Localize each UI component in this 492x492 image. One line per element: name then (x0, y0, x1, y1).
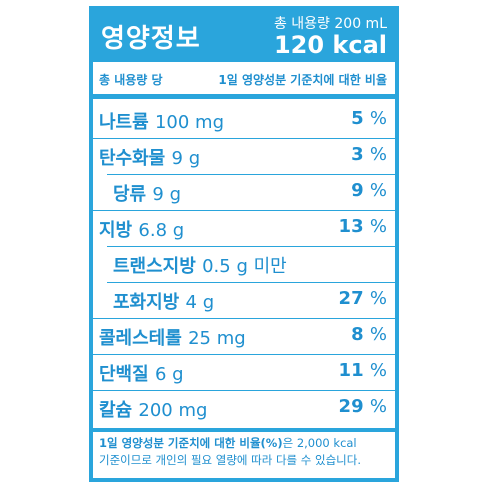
nutrient-amount: 100 mg (154, 112, 225, 133)
nutrient-name: 포화지방 4 g (113, 288, 214, 314)
nutrient-percent: 3 % (351, 144, 387, 165)
row-divider (107, 246, 395, 247)
nutrient-row: 탄수화물 9 g 3 % (93, 140, 395, 170)
nutrient-label: 나트륨 (99, 112, 149, 133)
nutrient-label: 지방 (99, 220, 133, 241)
nutrient-row: 나트륨 100 mg 5 % (93, 104, 395, 134)
percent-unit: % (369, 180, 387, 201)
percent-unit: % (369, 216, 387, 237)
nutrient-amount: 200 mg (138, 400, 208, 421)
per-serving-label: 총 내용량 당 (99, 73, 163, 87)
nutrient-amount: 6.8 g (138, 220, 185, 241)
nutrient-row: 콜레스테롤 25 mg 8 % (93, 320, 395, 350)
daily-value-label: 1일 영양성분 기준치에 대한 비율 (218, 73, 387, 87)
percent-value: 11 (338, 360, 364, 381)
nutrition-title: 영양정보 (101, 24, 201, 54)
nutrient-amount: 4 g (185, 292, 215, 313)
nutrient-percent: 11 % (339, 360, 387, 381)
nutrient-row: 포화지방 4 g 27 % (93, 284, 395, 314)
serving-size: 총 내용량 200 mL (273, 16, 387, 32)
percent-unit: % (369, 360, 387, 381)
nutrient-name: 나트륨 100 mg (99, 108, 224, 134)
row-divider (107, 174, 395, 175)
nutrient-percent: 9 % (351, 180, 387, 201)
nutrient-row: 지방 6.8 g 13 % (93, 212, 395, 242)
percent-value: 29 (338, 396, 364, 417)
nutrient-row: 칼슘 200 mg 29 % (93, 392, 395, 422)
nutrient-amount: 9 g (171, 148, 201, 169)
nutrient-label: 단백질 (99, 364, 149, 385)
nutrition-facts-panel: 영양정보 총 내용량 200 mL 120 kcal 총 내용량 당 1일 영양… (89, 6, 399, 482)
nutrient-name: 당류 9 g (113, 180, 181, 206)
footer-divider (93, 428, 395, 432)
thick-divider (93, 94, 395, 99)
percent-value: 5 (351, 108, 364, 129)
percent-unit: % (369, 288, 387, 309)
nutrient-row: 단백질 6 g 11 % (93, 356, 395, 386)
nutrient-row: 당류 9 g 9 % (93, 176, 395, 206)
row-divider (93, 390, 395, 391)
footnote: 1일 영양성분 기준치에 대한 비율(%)은 2,000 kcal 기준이므로 … (99, 435, 393, 469)
row-divider (93, 318, 395, 319)
nutrient-label: 당류 (113, 184, 147, 205)
nutrient-amount: 25 mg (188, 328, 246, 349)
row-divider (107, 282, 395, 283)
nutrient-amount: 6 g (154, 364, 184, 385)
nutrient-label: 칼슘 (99, 400, 133, 421)
nutrient-name: 칼슘 200 mg (99, 396, 207, 422)
nutrient-name: 지방 6.8 g (99, 216, 184, 242)
nutrient-label: 트랜스지방 (113, 256, 196, 277)
row-divider (93, 210, 395, 211)
percent-unit: % (369, 324, 387, 345)
nutrient-percent: 27 % (339, 288, 387, 309)
percent-value: 3 (351, 144, 364, 165)
footnote-bold: 1일 영양성분 기준치에 대한 비율(%) (99, 436, 283, 450)
footnote-line2: 기준이므로 개인의 필요 열량에 따라 다를 수 있습니다. (99, 453, 362, 467)
nutrient-amount: 0.5 g 미만 (202, 256, 287, 277)
nutrient-name: 탄수화물 9 g (99, 144, 200, 170)
nutrient-name: 단백질 6 g (99, 360, 184, 386)
nutrient-percent: 29 % (339, 396, 387, 417)
nutrient-percent: 5 % (351, 108, 387, 129)
percent-value: 27 (338, 288, 364, 309)
nutrient-name: 트랜스지방 0.5 g 미만 (113, 252, 287, 278)
nutrient-row: 트랜스지방 0.5 g 미만 (93, 248, 395, 278)
calories: 120 kcal (273, 31, 387, 59)
nutrition-header: 영양정보 총 내용량 200 mL 120 kcal (93, 10, 395, 62)
footnote-rest: 은 2,000 kcal (282, 436, 357, 450)
subheader: 총 내용량 당 1일 영양성분 기준치에 대한 비율 (93, 66, 395, 90)
nutrient-label: 포화지방 (113, 292, 180, 313)
percent-unit: % (369, 144, 387, 165)
nutrient-amount: 9 g (152, 184, 182, 205)
row-divider (93, 138, 395, 139)
nutrient-percent: 13 % (339, 216, 387, 237)
percent-value: 8 (351, 324, 364, 345)
percent-value: 9 (351, 180, 364, 201)
row-divider (93, 354, 395, 355)
nutrient-percent: 8 % (351, 324, 387, 345)
nutrient-name: 콜레스테롤 25 mg (99, 324, 246, 350)
percent-unit: % (369, 108, 387, 129)
percent-value: 13 (338, 216, 364, 237)
nutrient-label: 콜레스테롤 (99, 328, 182, 349)
percent-unit: % (369, 396, 387, 417)
nutrient-label: 탄수화물 (99, 148, 166, 169)
